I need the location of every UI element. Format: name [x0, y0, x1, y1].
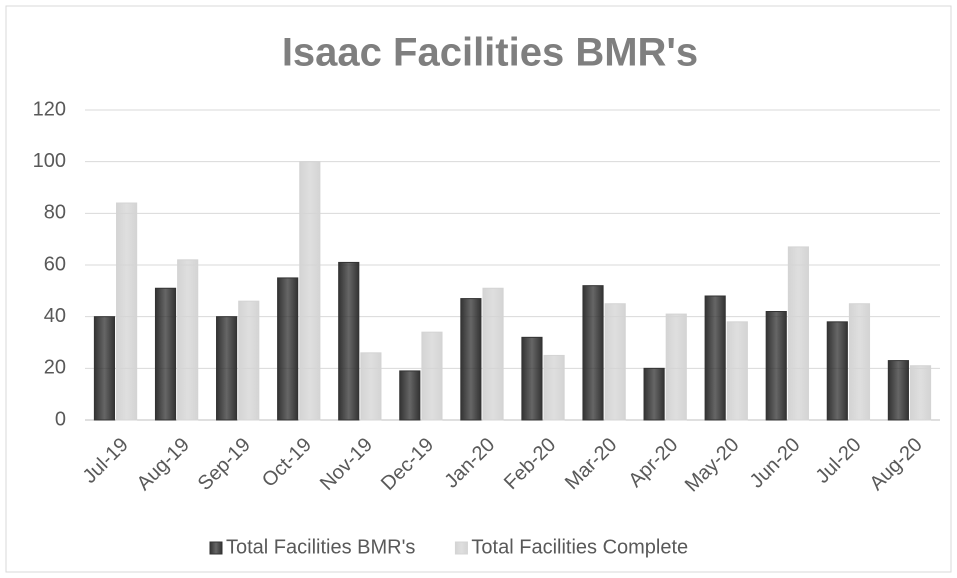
bar [643, 367, 665, 421]
bar [399, 370, 421, 421]
legend-label: Total Facilities Complete [471, 536, 688, 558]
bar [238, 300, 260, 421]
bar [154, 287, 177, 421]
bar [909, 365, 932, 421]
bar [360, 352, 382, 421]
bar [421, 331, 443, 421]
bar [277, 277, 299, 421]
y-tick-label: 80 [44, 202, 66, 224]
bar [93, 316, 116, 421]
bar [299, 161, 321, 421]
y-tick-label: 120 [33, 98, 66, 120]
y-tick-label: 0 [55, 408, 66, 430]
legend-label: Total Facilities BMR's [226, 536, 415, 558]
bar [338, 261, 360, 421]
bar [704, 295, 726, 421]
y-tick-label: 60 [44, 253, 66, 275]
y-tick-label: 20 [44, 357, 66, 379]
y-tick-label: 100 [33, 150, 66, 172]
bar [116, 202, 138, 421]
legend-marker [454, 541, 468, 555]
bar [482, 287, 504, 421]
y-tick-label: 40 [44, 305, 66, 327]
bar [460, 298, 482, 421]
bar [543, 354, 565, 421]
chart-title: Isaac Facilities BMR's [282, 31, 698, 75]
bar [887, 360, 909, 421]
bar [665, 313, 687, 421]
bar [826, 321, 848, 421]
bar [604, 303, 626, 421]
bar [177, 259, 199, 421]
bar [582, 285, 604, 421]
bar [726, 321, 748, 421]
bar [216, 316, 238, 421]
bar [848, 303, 871, 421]
bar [521, 336, 543, 421]
bar [787, 246, 809, 421]
legend-marker [209, 541, 223, 555]
bar [765, 311, 787, 421]
